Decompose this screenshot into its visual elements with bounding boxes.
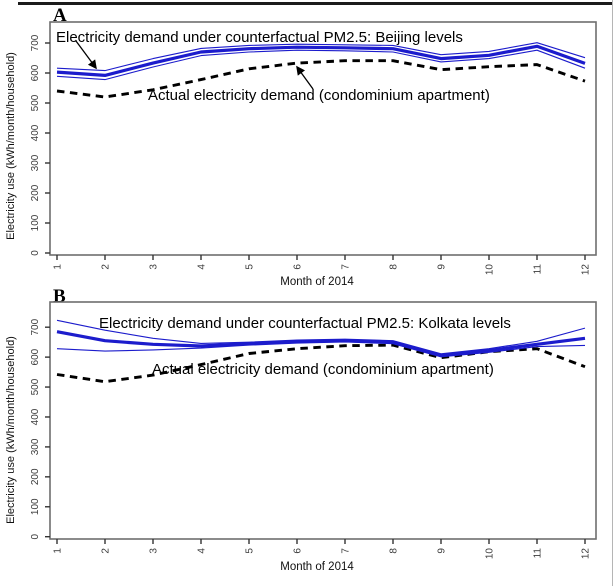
y-tick-label: 400: [30, 124, 41, 141]
x-tick-label: 3: [149, 264, 160, 270]
y-tick-label: 400: [30, 408, 41, 425]
y-tick-label: 200: [30, 184, 41, 201]
y-tick-label: 300: [30, 154, 41, 171]
panel-a-x-axis-title: Month of 2014: [280, 276, 354, 288]
y-tick-label: 100: [30, 498, 41, 515]
window-top-border: [18, 2, 612, 5]
y-tick-label: 500: [30, 378, 41, 395]
x-tick-label: 9: [437, 264, 448, 270]
panel-a-actual-annotation: Actual electricity demand (condominium a…: [148, 87, 490, 104]
y-tick-label: 700: [30, 318, 41, 335]
panel-b-y-axis-title: Electricity use (kWh/month/household): [5, 336, 17, 524]
x-tick-label: 6: [293, 264, 304, 270]
series-counterfactual_mean: [56, 330, 586, 357]
x-tick-label: 8: [389, 264, 400, 270]
y-tick-label: 700: [30, 34, 41, 51]
y-tick-label: 200: [30, 468, 41, 485]
x-tick-label: 12: [581, 264, 592, 276]
x-tick-label: 5: [245, 548, 256, 554]
x-tick-label: 5: [245, 264, 256, 270]
x-tick-label: 11: [533, 548, 544, 559]
x-tick-label: 1: [53, 264, 64, 270]
x-tick-label: 1: [53, 548, 64, 554]
plot-box: [49, 21, 597, 256]
x-tick-label: 12: [581, 548, 592, 560]
x-tick-label: 7: [341, 264, 352, 270]
x-tick-label: 6: [293, 548, 304, 554]
x-tick-label: 11: [533, 264, 544, 275]
annotation-arrow: [75, 40, 97, 70]
y-tick-label: 600: [30, 348, 41, 365]
plot-box: [49, 301, 597, 540]
series-counterfactual_mean: [56, 44, 586, 78]
y-tick-label: 500: [30, 94, 41, 111]
y-tick-label: 0: [30, 533, 41, 539]
y-tick-label: 100: [30, 214, 41, 231]
x-tick-label: 2: [101, 264, 112, 270]
panel-a-y-axis-title: Electricity use (kWh/month/household): [5, 52, 17, 240]
x-tick-label: 4: [197, 264, 208, 270]
series-counterfactual_upper: [56, 42, 586, 72]
x-tick-label: 3: [149, 548, 160, 554]
y-tick-label: 600: [30, 64, 41, 81]
x-tick-label: 9: [437, 548, 448, 554]
x-tick-label: 10: [485, 264, 496, 276]
y-tick-label: 300: [30, 438, 41, 455]
x-tick-label: 10: [485, 548, 496, 560]
x-tick-label: 2: [101, 548, 112, 554]
panel-a-letter: A: [53, 5, 67, 26]
x-tick-label: 4: [197, 548, 208, 554]
panel-b-x-axis-title: Month of 2014: [280, 561, 354, 573]
x-tick-label: 7: [341, 548, 352, 554]
series-counterfactual_lower: [56, 49, 586, 81]
panel-b-actual-annotation: Actual electricity demand (condominium a…: [152, 361, 494, 378]
panel-b-counterfactual-annotation: Electricity demand under counterfactual …: [99, 315, 511, 332]
y-tick-label: 0: [30, 250, 41, 256]
x-tick-label: 8: [389, 548, 400, 554]
series-actual: [56, 59, 586, 99]
panel-a-counterfactual-annotation: Electricity demand under counterfactual …: [56, 29, 463, 46]
annotation-arrow: [296, 65, 314, 90]
